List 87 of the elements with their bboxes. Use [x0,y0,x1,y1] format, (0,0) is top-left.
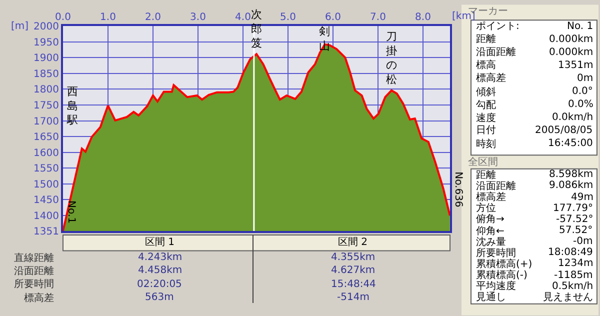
x-tick-label: 5.0 [280,12,296,23]
x-tick-label: 4.0 [235,12,251,23]
text: 標高差 [476,191,506,203]
text: 沿面距離 [476,46,516,58]
y-tick-label: 1550 [34,164,59,175]
text: 0.5km/h [552,281,594,292]
text: 16:45:00 [548,138,593,149]
text: 563m [145,292,174,303]
y-tick-label: 1450 [34,195,59,206]
text: 18:08:49 [548,247,593,258]
y-tick-label: 1400 [34,211,59,222]
text: 日付 [476,125,496,136]
y-tick-label: 2000 [34,22,59,32]
text: 時刻 [476,138,496,150]
y-tick-label: 1650 [34,132,59,144]
text: 15:48:44 [331,279,376,290]
text: 標高差 [476,72,506,84]
text: -514m [337,292,370,303]
text: 177.79° [553,203,593,214]
text: 距離 [476,33,496,45]
text: 4.355km [331,252,376,263]
text: 直線距離 [14,252,54,264]
text: 4.243km [138,252,182,263]
text: 見通し [476,291,506,303]
text: 4.458km [138,265,182,276]
text: 02:20:05 [137,279,182,290]
text: 沈み量 [476,236,506,248]
annotation: No.1 [66,200,76,224]
text: 57.52° [559,225,593,236]
annotation: 剣山 [319,25,330,52]
text: 速度 [476,112,496,124]
x-tick-label: 3.0 [190,12,206,23]
text: 俯角→ [476,213,504,225]
y-tick-label: 1900 [34,53,59,64]
y-tick-label: 1500 [34,179,59,190]
y-tick-label: 1600 [34,148,59,159]
text: 所要時間 [476,247,516,259]
text: 勾配 [476,99,496,111]
y-tick-label: 1700 [34,116,59,128]
text: 傾斜 [476,86,496,98]
annotation: 刀掛の松 [386,30,397,86]
text: ポイント: [476,21,520,32]
x-tick-label: 7.0 [370,12,386,23]
text: 9.086km [549,180,594,191]
text: 0.0% [568,99,594,110]
text: 区間 1 [145,237,175,248]
y-tick-label: 1800 [34,84,59,96]
text: 1234m [558,258,594,269]
y-tick-label: 1750 [34,100,59,112]
text: 方位 [476,202,496,214]
text: -1185m [554,270,593,281]
text: 標高 [476,59,496,71]
x-tick-label: 8.0 [415,12,431,23]
text: 見えません [543,292,593,303]
text: 0m [577,73,594,84]
text: 1351m [558,60,594,71]
x-tick-label: 2.0 [145,12,161,23]
text: 累積標高(-) [476,269,528,281]
text: 0.0km/h [552,112,594,123]
text: 49m [571,192,594,203]
x-tick-label: 1.0 [100,12,116,23]
text: 所要時間 [14,278,54,290]
text: 8.598km [549,169,594,180]
y-tick-label: 1850 [34,68,59,80]
text: -0m [573,236,593,247]
y-axis-title: [m] [11,21,29,32]
x-tick-label: 0.0 [55,12,71,23]
text: 標高差 [24,292,54,304]
text: 平均速度 [476,280,516,292]
text: 仰角← [476,225,504,237]
text: 0.0° [572,86,593,97]
text: 累積標高(+) [476,258,532,270]
text: 全区間 [468,156,498,168]
text: 0.000km [549,47,594,58]
text: No. 1 [567,21,594,32]
x-tick-label: 6.0 [325,12,341,23]
text: -57.52° [556,214,594,225]
y-tick-label: 1351 [34,226,59,238]
text: 沿面距離 [476,180,516,192]
text: 2005/08/05 [535,125,593,136]
text: 距離 [476,169,496,181]
text: 0.000km [549,34,594,45]
annotation: No.636 [452,172,464,208]
text: 区間 2 [338,237,368,248]
text: 沿面距離 [14,265,54,277]
y-tick-label: 1950 [34,37,59,48]
text: 4.627km [331,265,376,276]
